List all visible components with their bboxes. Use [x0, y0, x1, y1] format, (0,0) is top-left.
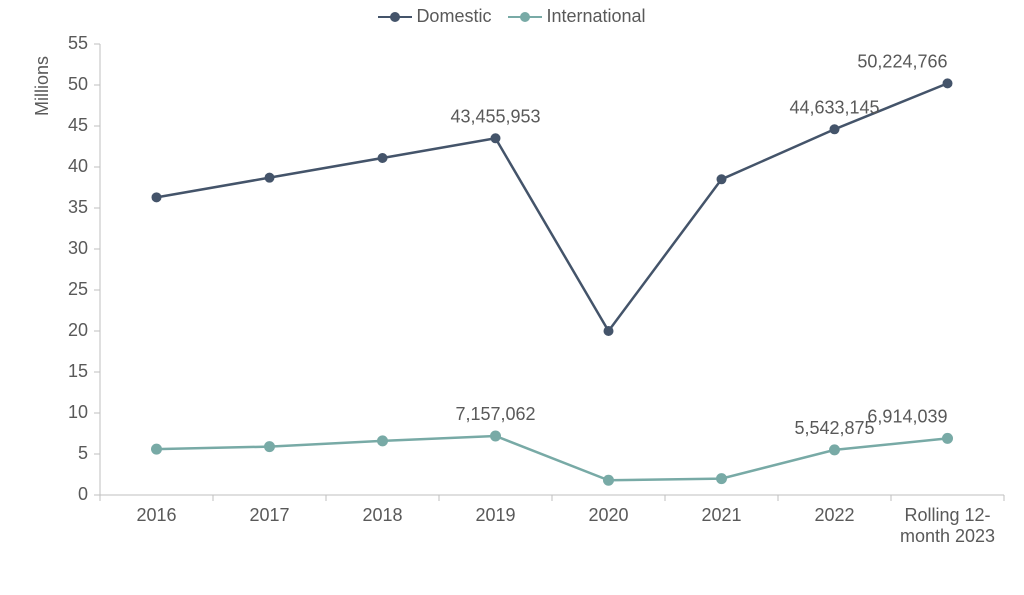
line-chart: Domestic International Millions 0 5 10 15 20… [0, 0, 1024, 595]
series-marker-international [490, 430, 501, 441]
svg-text:40: 40 [68, 156, 88, 176]
series-marker-international [603, 475, 614, 486]
series-marker-international [264, 441, 275, 452]
series-line-domestic [157, 83, 948, 331]
legend-marker-international [508, 8, 542, 26]
series-marker-domestic [491, 133, 501, 143]
data-label-domestic: 43,455,953 [450, 106, 540, 126]
data-label-international: 7,157,062 [455, 404, 535, 424]
x-axis-category: 2018 [326, 505, 439, 526]
svg-text:0: 0 [78, 484, 88, 504]
series-marker-international [716, 473, 727, 484]
x-axis-category: 2020 [552, 505, 665, 526]
data-label-international: 6,914,039 [867, 406, 947, 426]
series-marker-domestic [830, 124, 840, 134]
legend-label-international: International [546, 6, 645, 27]
svg-text:10: 10 [68, 402, 88, 422]
svg-text:15: 15 [68, 361, 88, 381]
series-marker-international [151, 444, 162, 455]
legend: Domestic International [0, 6, 1024, 31]
data-label-domestic: 50,224,766 [857, 51, 947, 71]
y-axis-title: Millions [32, 56, 53, 116]
svg-text:35: 35 [68, 197, 88, 217]
svg-text:45: 45 [68, 115, 88, 135]
legend-marker-domestic [378, 8, 412, 26]
svg-text:55: 55 [68, 33, 88, 53]
svg-text:5: 5 [78, 443, 88, 463]
series-marker-domestic [943, 78, 953, 88]
series-marker-domestic [604, 326, 614, 336]
series-marker-domestic [152, 192, 162, 202]
series-marker-international [377, 435, 388, 446]
series-line-international [157, 436, 948, 480]
x-axis-category: Rolling 12-month 2023 [891, 505, 1004, 547]
series-marker-international [829, 444, 840, 455]
x-axis-category: 2016 [100, 505, 213, 526]
x-axis-category: 2021 [665, 505, 778, 526]
x-axis-category: 2019 [439, 505, 552, 526]
data-label-domestic: 44,633,145 [789, 97, 879, 117]
x-axis-category: 2022 [778, 505, 891, 526]
svg-text:20: 20 [68, 320, 88, 340]
series-marker-domestic [265, 173, 275, 183]
series-marker-domestic [378, 153, 388, 163]
data-label-international: 5,542,875 [794, 418, 874, 438]
svg-text:50: 50 [68, 74, 88, 94]
x-axis-category: 2017 [213, 505, 326, 526]
legend-label-domestic: Domestic [416, 6, 491, 27]
svg-text:30: 30 [68, 238, 88, 258]
svg-text:25: 25 [68, 279, 88, 299]
series-marker-international [942, 433, 953, 444]
legend-item-domestic: Domestic [378, 6, 491, 27]
series-marker-domestic [717, 174, 727, 184]
legend-item-international: International [508, 6, 645, 27]
